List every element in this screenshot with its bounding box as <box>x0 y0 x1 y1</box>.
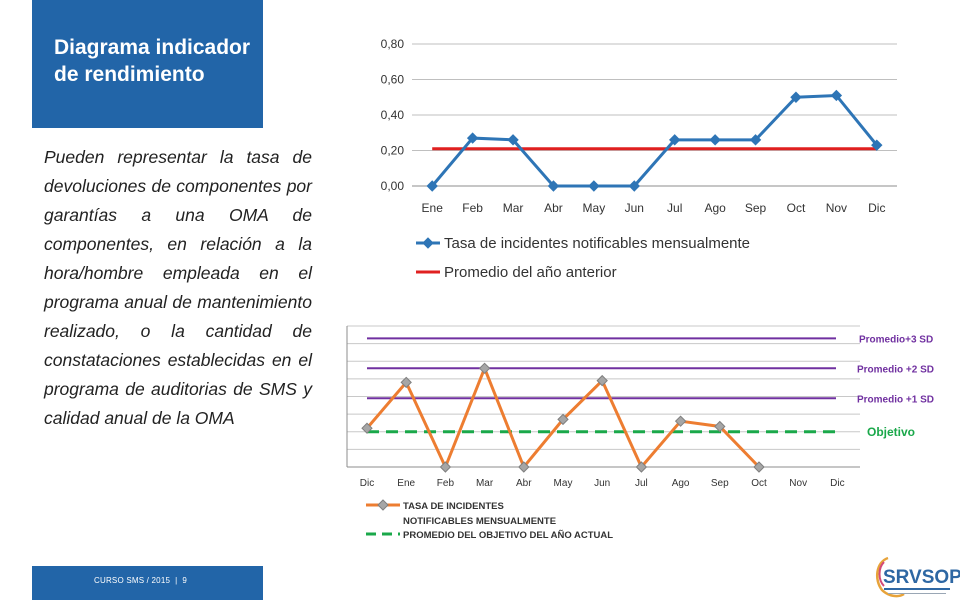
reference-line-label: Promedio +2 SD <box>857 364 934 375</box>
y-tick-label: 0,20 <box>381 144 405 158</box>
data-point <box>466 132 479 144</box>
data-point <box>400 376 412 389</box>
x-tick-label: Ago <box>704 201 726 215</box>
chart-incident-rate: 0,00 0,20 0,40 0,60 0,80 Ene Feb Mar Abr May Jun Ju… <box>381 37 897 281</box>
x-tick-label: Feb <box>437 478 455 489</box>
footer-course: CURSO SMS / 2015 <box>94 576 171 585</box>
data-point <box>669 134 681 146</box>
x-tick-label: Jun <box>625 201 644 215</box>
data-point <box>439 461 452 473</box>
data-point <box>596 374 608 387</box>
slide-title: Diagrama indicador de rendimiento <box>54 36 251 86</box>
data-point <box>628 180 640 192</box>
title-box: Diagrama indicador de rendimiento <box>32 0 263 128</box>
y-tick-label: 0,80 <box>381 37 405 51</box>
data-point <box>790 91 802 103</box>
data-point <box>871 139 883 151</box>
x-tick-label: Dic <box>830 478 844 489</box>
logo-text: SRVSOP <box>883 567 960 588</box>
series-line-monthly-incident-rate <box>431 93 878 188</box>
data-point <box>478 362 491 375</box>
legend-label: Promedio del año anterior <box>444 264 617 281</box>
data-point <box>547 180 560 192</box>
data-point <box>361 422 373 434</box>
reference-line-label: Promedio+3 SD <box>859 334 933 345</box>
x-tick-label: Dic <box>360 478 374 489</box>
x-tick-label: Mar <box>476 478 494 489</box>
x-tick-label: Sep <box>745 201 767 215</box>
x-tick-label: May <box>554 478 573 489</box>
y-tick-label: 0,40 <box>381 108 405 122</box>
reference-line-label: Promedio +1 SD <box>857 394 934 405</box>
data-point <box>830 89 843 102</box>
legend-label: TASA DE INCIDENTES NOTIFICABLES MENSUALME… <box>403 501 556 527</box>
x-tick-label: Dic <box>868 201 885 215</box>
x-tick-label: Ene <box>397 478 415 489</box>
legend-marker <box>422 237 434 249</box>
footer-text: CURSO SMS / 2015 | 9 <box>94 576 187 585</box>
data-point <box>588 180 600 192</box>
data-point <box>749 134 762 146</box>
x-tick-label: May <box>583 201 606 215</box>
data-point <box>714 420 726 433</box>
x-tick-label: Ene <box>422 201 444 215</box>
data-point <box>426 180 438 192</box>
body-paragraph: Pueden representar la tasa de devolucion… <box>44 147 312 428</box>
footer-separator: | <box>175 576 178 585</box>
x-tick-label: Feb <box>462 201 483 215</box>
y-tick-label: 0,60 <box>381 73 405 87</box>
data-point <box>635 461 648 473</box>
footer-page-number: 9 <box>182 576 188 585</box>
data-point <box>709 134 721 146</box>
data-point <box>518 461 530 473</box>
x-tick-label: Oct <box>787 201 806 215</box>
x-tick-label: Oct <box>751 478 767 489</box>
x-tick-label: Ago <box>672 478 690 489</box>
x-tick-label: Nov <box>826 201 847 215</box>
data-point <box>753 461 765 473</box>
x-tick-label: Abr <box>516 478 532 489</box>
legend-label: PROMEDIO DEL OBJETIVO DEL AÑO ACTUAL <box>403 530 613 541</box>
footer-bar: CURSO SMS / 2015 | 9 <box>32 566 263 600</box>
reference-line-label: Objetivo <box>867 425 915 439</box>
x-tick-label: Abr <box>544 201 563 215</box>
x-tick-label: Jun <box>594 478 610 489</box>
legend-marker <box>377 499 389 511</box>
x-tick-label: Jul <box>635 478 648 489</box>
y-tick-label: 0,00 <box>381 179 405 193</box>
x-tick-label: Mar <box>503 201 524 215</box>
x-tick-label: Jul <box>667 201 682 215</box>
x-tick-label: Sep <box>711 478 729 489</box>
legend-label: Tasa de incidentes notificables mensualm… <box>444 235 750 252</box>
data-point <box>674 415 687 427</box>
data-point <box>507 134 519 146</box>
chart-control-limits: Dic Ene Feb Mar Abr May Jun Jul Ago Sep Oct Nov Dic P… <box>346 325 934 541</box>
data-point <box>557 413 569 426</box>
srvsop-logo: SRVSOP <box>875 556 960 598</box>
x-tick-label: Nov <box>789 478 807 489</box>
